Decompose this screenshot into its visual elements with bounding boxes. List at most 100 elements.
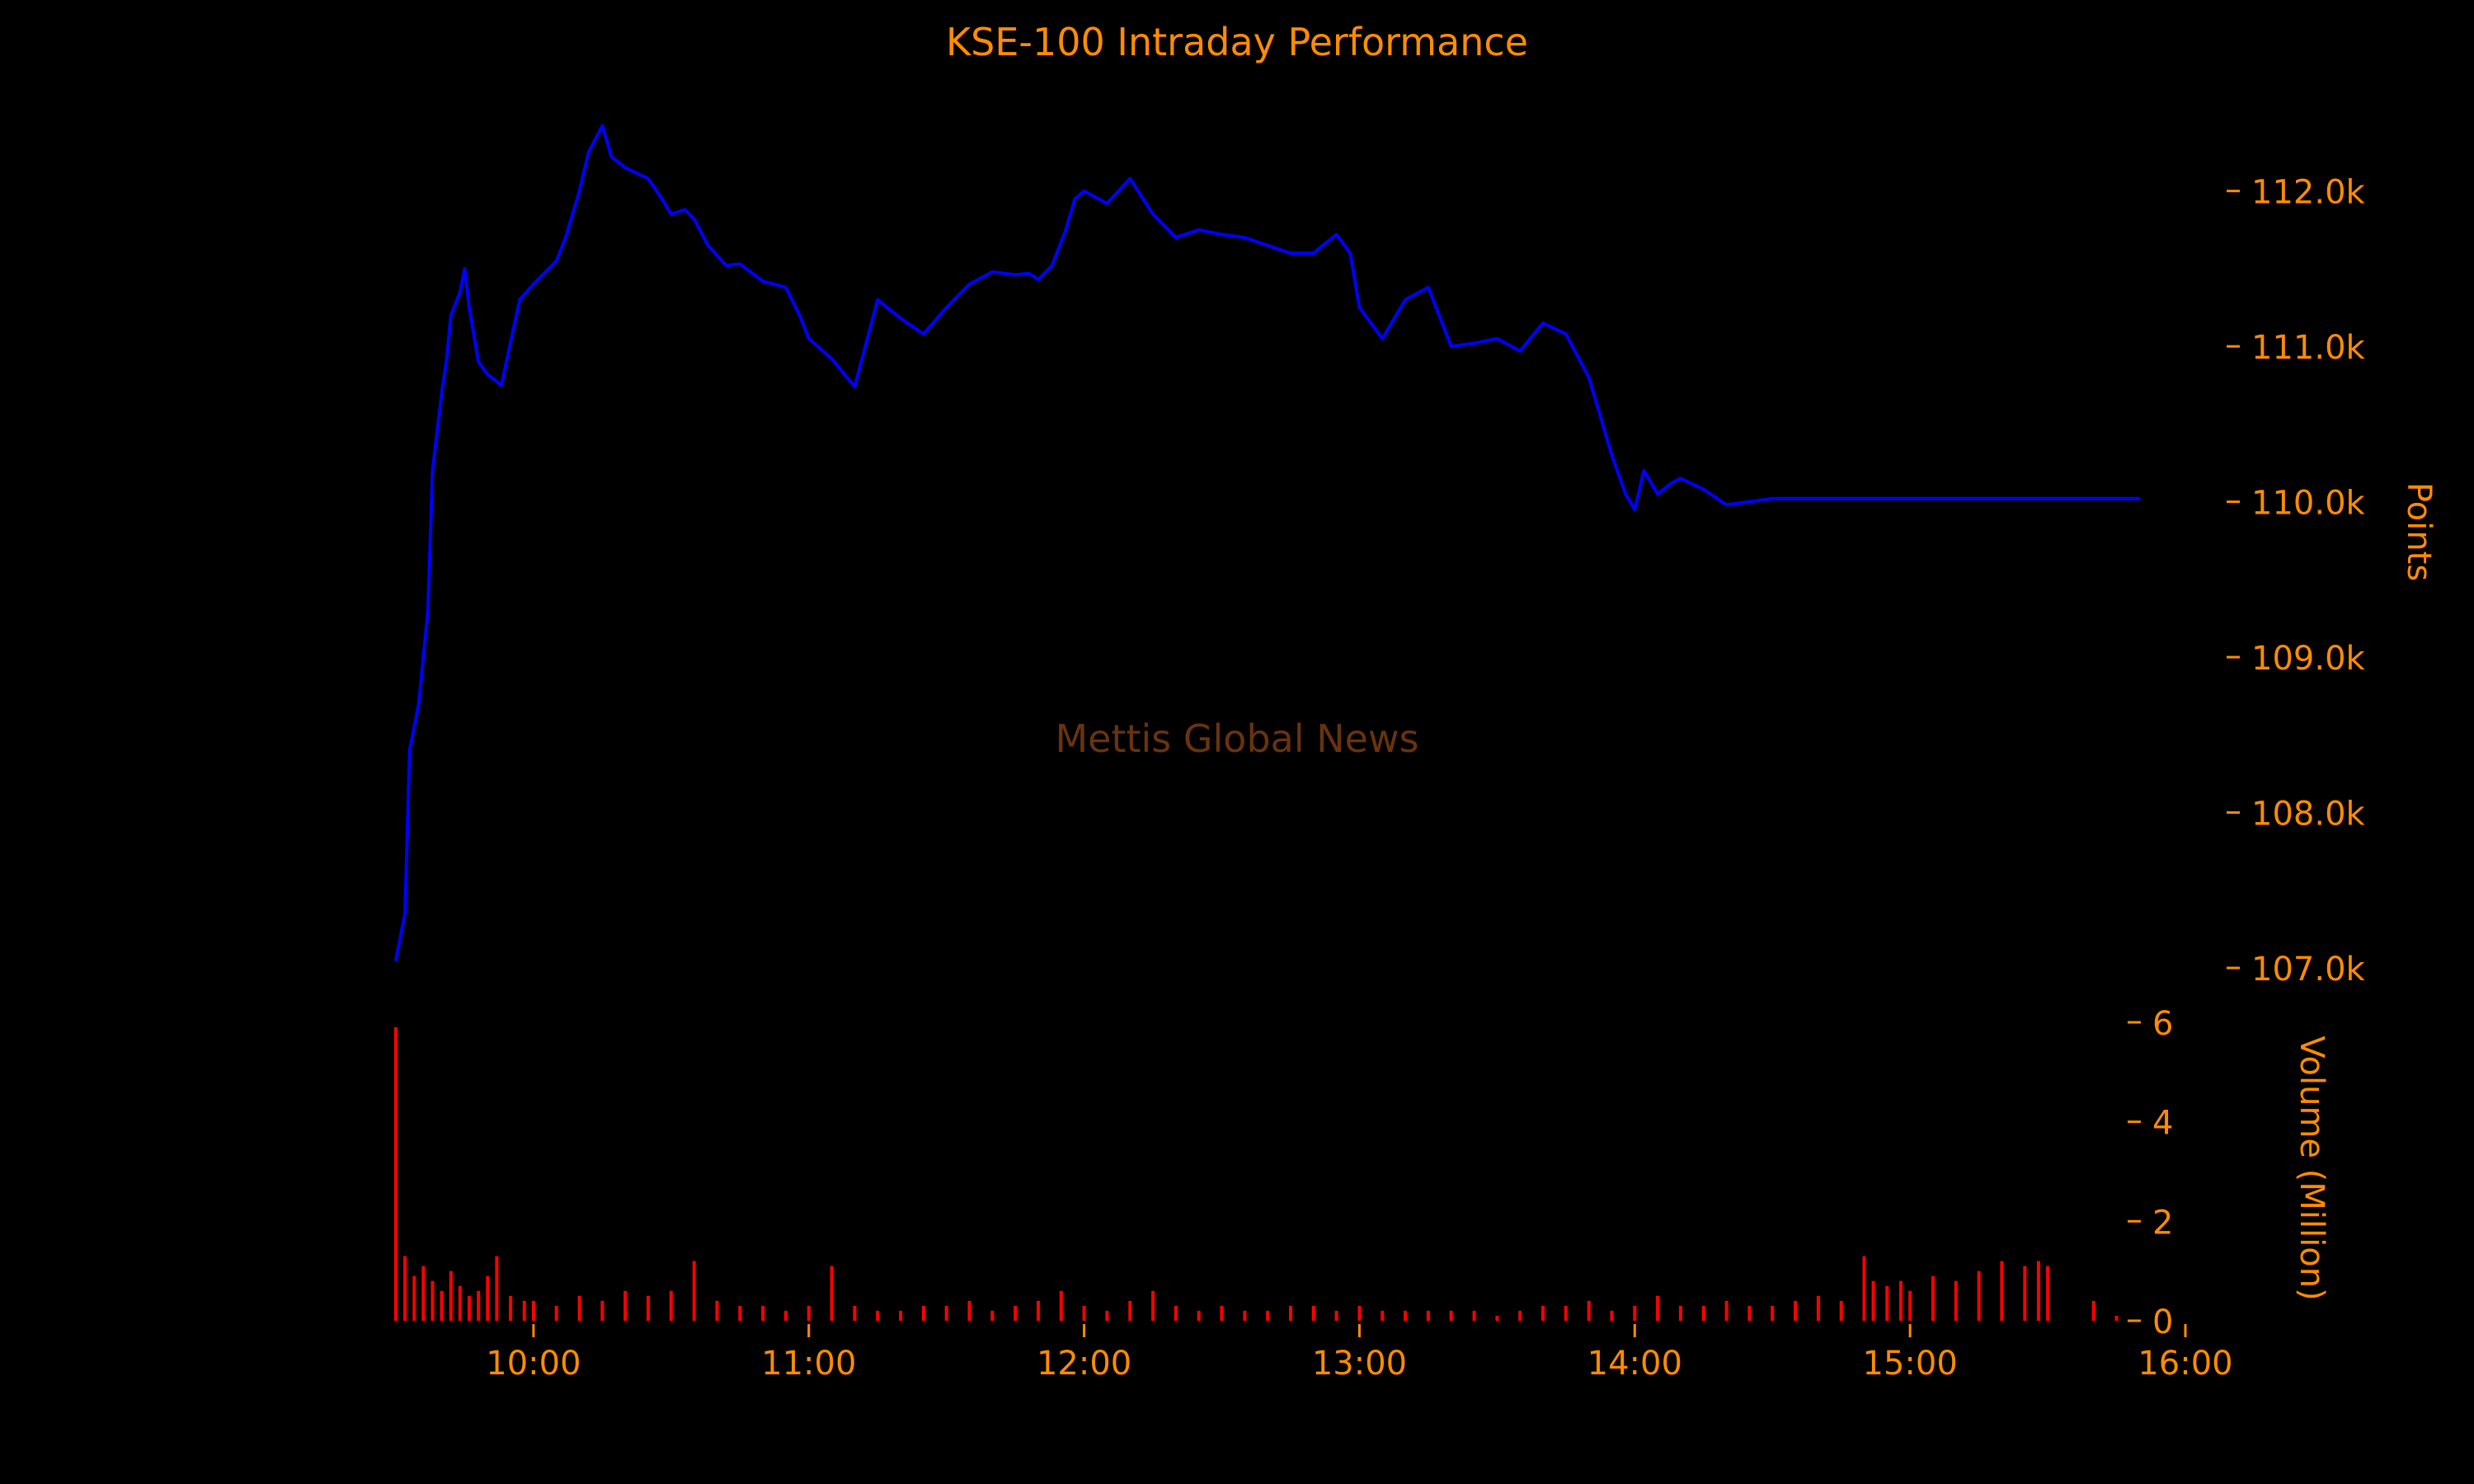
price-point	[1656, 492, 1659, 495]
price-series-line-0	[394, 124, 2140, 960]
price-point	[1380, 337, 1384, 340]
price-point	[1611, 453, 1613, 457]
volume-bar	[1587, 1300, 1591, 1321]
volume-bar	[412, 1275, 416, 1321]
price-point	[2115, 497, 2118, 500]
price-point	[1885, 497, 1888, 500]
price-point	[1518, 350, 1522, 353]
price-point	[394, 959, 397, 962]
price-point	[2023, 497, 2026, 500]
price-panel: 107.0k 108.0k 109.0k 110.0k 111.0k 112.0k	[394, 124, 2366, 989]
volume-bar	[1472, 1310, 1476, 1321]
volume-bar	[761, 1305, 765, 1321]
price-point	[1817, 497, 1820, 500]
price-point	[518, 298, 521, 302]
volume-bar	[876, 1310, 880, 1321]
volume-bar	[1289, 1305, 1292, 1321]
volume-bar	[647, 1295, 650, 1321]
price-point	[1128, 177, 1131, 181]
volume-bar	[1610, 1310, 1614, 1321]
price-point	[830, 357, 834, 360]
volume-bar	[2091, 1300, 2095, 1321]
volume-bar	[2000, 1261, 2004, 1321]
price-point	[1074, 197, 1076, 200]
price-point	[431, 469, 434, 472]
volume-bar	[1633, 1305, 1637, 1321]
volume-bar	[394, 1027, 397, 1321]
volume-panel: 0 2 4 6 10:00 11:00 12:00 13:00 14:00 15:00 16:00	[394, 1005, 2233, 1383]
price-point	[1840, 497, 1843, 500]
x-tick-label: 11:00	[761, 1345, 856, 1383]
volume-y-tick-label: 6	[2152, 1005, 2173, 1043]
price-point	[1954, 497, 1958, 500]
volume-bar	[921, 1305, 925, 1321]
price-point	[876, 298, 879, 302]
volume-bar	[1059, 1290, 1063, 1321]
volume-bar	[1380, 1310, 1385, 1321]
price-point	[807, 337, 811, 340]
price-point	[449, 313, 453, 317]
price-point	[1978, 497, 1981, 500]
volume-bar	[1311, 1305, 1315, 1321]
volume-bar	[554, 1305, 558, 1321]
price-point	[426, 609, 430, 612]
volume-bar	[1243, 1310, 1247, 1321]
price-point	[440, 392, 444, 395]
price-point	[647, 177, 650, 181]
volume-bar	[1174, 1305, 1178, 1321]
price-point	[1564, 332, 1568, 336]
volume-bar	[1794, 1300, 1798, 1321]
price-point	[486, 373, 489, 376]
price-point	[784, 286, 788, 289]
price-point	[706, 244, 709, 247]
price-point	[1931, 497, 1935, 500]
price-point	[1335, 232, 1338, 236]
volume-bar	[1151, 1290, 1155, 1321]
price-point	[945, 306, 948, 309]
volume-bar	[1564, 1305, 1568, 1321]
price-point	[922, 332, 925, 336]
volume-bar	[522, 1300, 526, 1321]
volume-bar	[477, 1290, 481, 1321]
price-point	[1863, 497, 1865, 500]
price-point	[1725, 503, 1729, 506]
price-point	[532, 283, 535, 286]
volume-bar	[421, 1266, 426, 1321]
volume-bar	[1871, 1280, 1875, 1321]
price-point	[738, 262, 741, 265]
volume-bar	[1105, 1310, 1109, 1321]
price-y-axis-label: Points	[2400, 482, 2438, 581]
price-point	[564, 236, 567, 239]
price-point	[1174, 236, 1178, 239]
price-point	[408, 749, 412, 752]
price-point	[1899, 497, 1903, 500]
price-point	[1670, 481, 1673, 485]
price-y-tick-label: 109.0k	[2251, 640, 2366, 678]
price-point	[1908, 497, 1912, 500]
price-point	[761, 279, 764, 283]
volume-bar	[1678, 1305, 1682, 1321]
volume-y-tick-label: 2	[2152, 1204, 2173, 1242]
price-point	[853, 385, 856, 388]
volume-bar	[1977, 1270, 1981, 1321]
price-point	[1083, 190, 1086, 193]
price-point	[2046, 497, 2049, 500]
volume-bar	[1220, 1305, 1224, 1321]
price-point	[1794, 497, 1797, 500]
price-point	[1624, 492, 1627, 495]
volume-bar	[1954, 1280, 1958, 1321]
price-point	[2000, 497, 2003, 500]
x-tick-label: 16:00	[2138, 1345, 2232, 1383]
volume-bar	[486, 1275, 490, 1321]
price-y-tick-label: 108.0k	[2251, 796, 2366, 834]
x-tick-label: 10:00	[486, 1345, 581, 1383]
volume-bar	[2023, 1266, 2027, 1321]
price-point	[1702, 488, 1705, 491]
volume-bar	[458, 1285, 462, 1321]
volume-bar	[1357, 1305, 1362, 1321]
volume-bar	[807, 1305, 811, 1321]
price-point	[1853, 497, 1856, 500]
volume-bar	[1862, 1256, 1866, 1321]
price-point	[1541, 322, 1545, 325]
price-point	[1028, 272, 1031, 275]
